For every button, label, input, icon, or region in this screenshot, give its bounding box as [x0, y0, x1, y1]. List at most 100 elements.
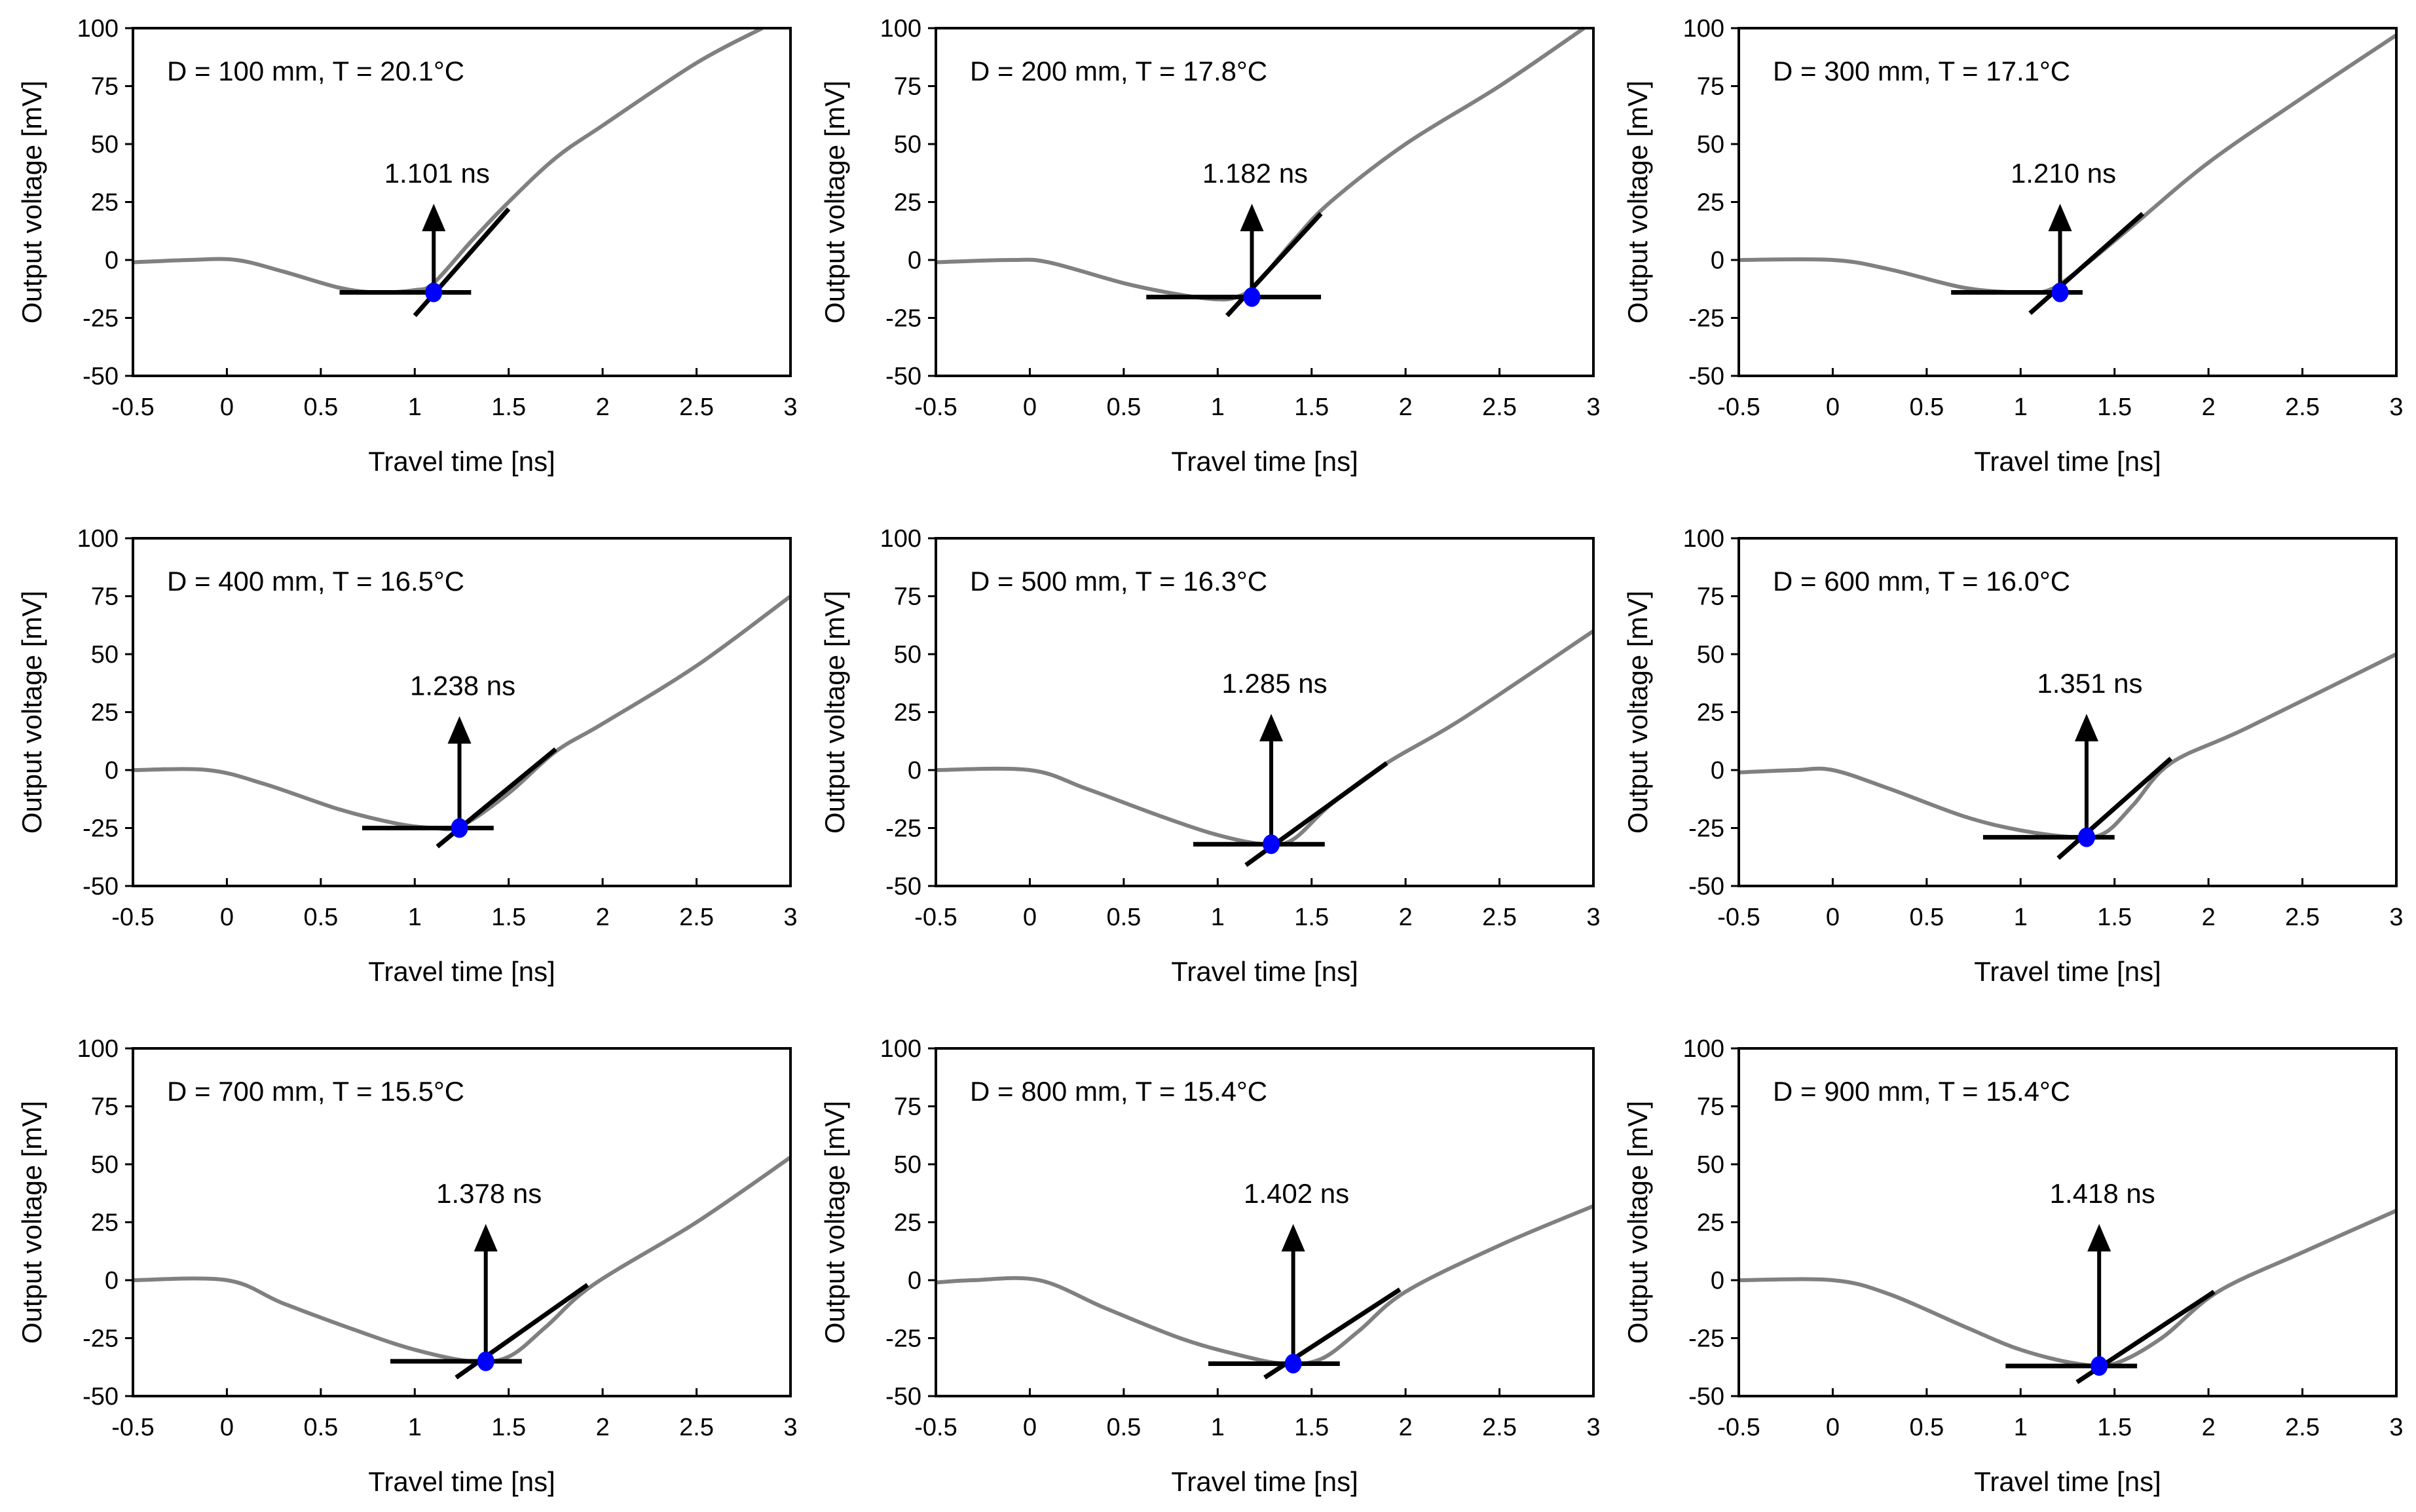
x-tick-label: 1.5 — [1294, 1414, 1329, 1441]
y-tick-label: -50 — [885, 873, 921, 900]
y-tick-label: -50 — [1688, 1383, 1724, 1411]
y-tick-label: 100 — [77, 525, 119, 553]
y-tick-label: 75 — [1697, 73, 1724, 101]
x-tick-label: 2.5 — [679, 394, 714, 421]
y-tick-label: 0 — [908, 247, 921, 274]
x-tick-label: 1 — [1211, 1414, 1225, 1441]
y-tick-label: 100 — [880, 15, 921, 43]
y-tick-label: 50 — [1697, 1151, 1724, 1179]
arrow-head-icon — [1240, 204, 1264, 232]
y-tick-label: 25 — [894, 699, 921, 727]
arrow-head-icon — [2087, 1224, 2111, 1252]
y-tick-label: 50 — [91, 641, 119, 669]
tangent-fit-line — [455, 1283, 589, 1380]
waveform-line — [1739, 1209, 2396, 1369]
x-tick-label: 0 — [1023, 904, 1037, 931]
chart-panel-6: 1.351 nsD = 600 mm, T = 16.0°C1007550250… — [1622, 525, 2404, 987]
x-tick-label: 1 — [2014, 394, 2028, 421]
y-axis-label: Output voltage [mV] — [1622, 591, 1653, 834]
x-tick-label: 1 — [408, 904, 422, 931]
arrow-head-icon — [2074, 714, 2098, 742]
x-tick-label: 0 — [220, 394, 234, 421]
waveform-line — [133, 595, 790, 832]
x-tick-label: 1.5 — [491, 1414, 526, 1441]
arrival-time-label: 1.351 ns — [2037, 668, 2142, 699]
y-tick-label: -50 — [83, 1383, 119, 1411]
x-tick-label: 1 — [1211, 904, 1225, 931]
arrival-marker — [451, 818, 468, 838]
x-tick-label: -0.5 — [1717, 904, 1760, 931]
y-tick-label: -25 — [83, 1325, 119, 1353]
y-tick-label: 0 — [105, 1267, 119, 1295]
x-tick-label: 0.5 — [303, 1414, 338, 1441]
arrival-marker — [1263, 834, 1280, 855]
y-tick-label: 100 — [77, 15, 119, 43]
y-axis-label: Output voltage [mV] — [16, 81, 47, 323]
x-tick-label: 2.5 — [679, 1414, 714, 1441]
arrow-head-icon — [1281, 1224, 1305, 1252]
x-axis-label: Travel time [ns] — [1974, 1466, 2161, 1497]
y-tick-label: 75 — [894, 583, 921, 611]
x-tick-label: 1.5 — [2097, 1414, 2132, 1441]
y-axis-label: Output voltage [mV] — [16, 591, 47, 834]
y-tick-label: 25 — [1697, 189, 1724, 217]
x-axis-label: Travel time [ns] — [1171, 1466, 1358, 1497]
y-tick-label: 0 — [105, 757, 119, 784]
x-axis-label: Travel time [ns] — [368, 956, 555, 987]
panel-title: D = 700 mm, T = 15.5°C — [167, 1076, 464, 1107]
x-tick-label: 0 — [220, 1414, 234, 1441]
x-axis-label: Travel time [ns] — [368, 446, 555, 477]
arrow-head-icon — [422, 204, 446, 232]
x-tick-label: -0.5 — [914, 1414, 957, 1441]
y-tick-label: 25 — [91, 699, 119, 727]
x-tick-label: 2 — [596, 1414, 610, 1441]
y-tick-label: -25 — [885, 305, 921, 333]
y-tick-label: -50 — [1688, 873, 1724, 900]
x-tick-label: 2.5 — [1482, 1414, 1517, 1441]
x-tick-label: 1 — [2014, 904, 2028, 931]
x-tick-label: -0.5 — [111, 904, 154, 931]
x-tick-label: 3 — [2389, 904, 2403, 931]
arrival-time-label: 1.101 ns — [384, 158, 490, 189]
arrow-head-icon — [447, 716, 472, 744]
y-tick-label: 0 — [908, 757, 921, 784]
y-tick-label: 100 — [1683, 1035, 1724, 1063]
x-tick-label: 3 — [2389, 394, 2403, 421]
arrival-marker — [1243, 287, 1261, 307]
y-axis-label: Output voltage [mV] — [1622, 1101, 1653, 1344]
y-tick-label: -50 — [885, 1383, 921, 1411]
arrow-head-icon — [474, 1224, 498, 1252]
x-tick-label: -0.5 — [914, 394, 957, 421]
x-tick-label: 1.5 — [491, 394, 526, 421]
x-tick-label: 3 — [783, 904, 797, 931]
y-tick-label: 25 — [1697, 1209, 1724, 1237]
y-axis-label: Output voltage [mV] — [1622, 81, 1653, 323]
y-tick-label: 25 — [894, 1209, 921, 1237]
panel-title: D = 500 mm, T = 16.3°C — [970, 566, 1267, 597]
x-tick-label: -0.5 — [1717, 1414, 1760, 1441]
y-tick-label: 0 — [1711, 757, 1724, 784]
y-tick-label: -25 — [83, 305, 119, 333]
x-tick-label: -0.5 — [914, 904, 957, 931]
y-tick-label: 50 — [91, 131, 119, 158]
x-tick-label: -0.5 — [1717, 394, 1760, 421]
y-tick-label: 100 — [880, 525, 921, 553]
y-tick-label: -25 — [83, 815, 119, 843]
y-tick-label: 100 — [77, 1035, 119, 1063]
panel-title: D = 100 mm, T = 20.1°C — [167, 56, 464, 86]
chart-panel-3: 1.210 nsD = 300 mm, T = 17.1°C1007550250… — [1622, 15, 2404, 477]
panel-title: D = 600 mm, T = 16.0°C — [1773, 566, 2070, 597]
x-tick-label: 0 — [220, 904, 234, 931]
chart-panel-8: 1.402 nsD = 800 mm, T = 15.4°C1007550250… — [819, 1035, 1601, 1497]
y-tick-label: 100 — [1683, 15, 1724, 43]
arrival-time-label: 1.210 ns — [2011, 158, 2116, 189]
x-tick-label: 2.5 — [2285, 394, 2320, 421]
x-tick-label: 2.5 — [1482, 394, 1517, 421]
waveform-line — [936, 1204, 1593, 1366]
chart-panel-2: 1.182 nsD = 200 mm, T = 17.8°C1007550250… — [819, 15, 1601, 477]
x-tick-label: 0 — [1826, 1414, 1840, 1441]
arrival-marker — [2077, 827, 2095, 847]
y-tick-label: -25 — [885, 815, 921, 843]
x-tick-label: 0.5 — [1909, 904, 1944, 931]
chart-panel-9: 1.418 nsD = 900 mm, T = 15.4°C1007550250… — [1622, 1035, 2404, 1497]
